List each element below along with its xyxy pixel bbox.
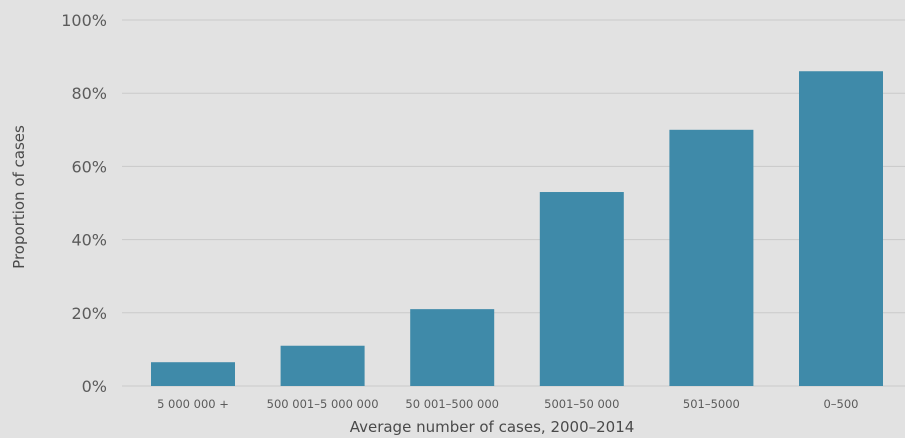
x-axis-title: Average number of cases, 2000–2014 xyxy=(350,418,635,436)
y-tick-label: 0% xyxy=(82,377,107,396)
x-tick-label: 5 000 000 + xyxy=(157,397,229,411)
x-tick-label: 501–5000 xyxy=(683,397,740,411)
y-tick-label: 100% xyxy=(61,11,107,30)
bar xyxy=(539,192,624,386)
bars xyxy=(151,71,883,387)
bar xyxy=(280,345,365,386)
y-axis-ticks: 0% 20% 40% 60% 80% 100% xyxy=(61,11,107,396)
y-tick-label: 40% xyxy=(71,231,107,250)
x-tick-label: 500 001–5 000 000 xyxy=(267,397,379,411)
y-tick-label: 80% xyxy=(71,84,107,103)
y-tick-label: 20% xyxy=(71,304,107,323)
x-axis-ticks: 5 000 000 + 500 001–5 000 000 50 001–500 0… xyxy=(157,397,858,411)
x-tick-label: 0–500 xyxy=(823,397,858,411)
bar xyxy=(799,71,883,387)
gridlines xyxy=(122,19,905,387)
x-tick-label: 50 001–500 000 xyxy=(405,397,499,411)
bar xyxy=(669,129,754,387)
x-tick-label: 5001–50 000 xyxy=(544,397,619,411)
bar xyxy=(151,362,235,386)
y-tick-label: 60% xyxy=(71,157,107,176)
bar xyxy=(410,309,495,386)
y-axis-title: Proportion of cases xyxy=(10,125,28,269)
